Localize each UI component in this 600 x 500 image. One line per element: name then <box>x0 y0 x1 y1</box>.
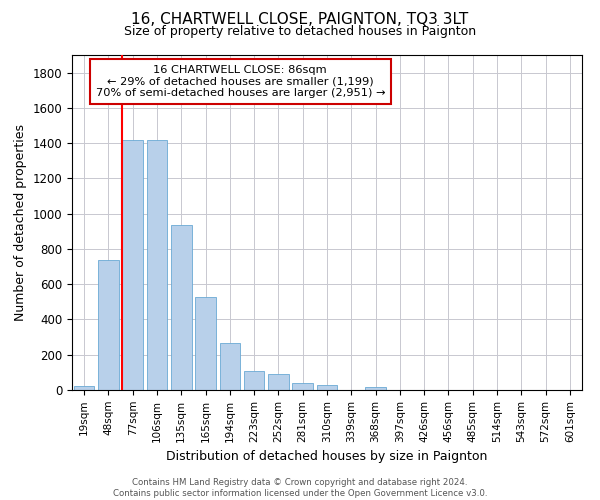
Y-axis label: Number of detached properties: Number of detached properties <box>14 124 27 321</box>
Bar <box>220 344 240 390</box>
Bar <box>98 260 119 390</box>
Bar <box>74 386 94 390</box>
Bar <box>122 140 143 390</box>
Text: 16, CHARTWELL CLOSE, PAIGNTON, TQ3 3LT: 16, CHARTWELL CLOSE, PAIGNTON, TQ3 3LT <box>131 12 469 28</box>
Text: Contains HM Land Registry data © Crown copyright and database right 2024.
Contai: Contains HM Land Registry data © Crown c… <box>113 478 487 498</box>
Bar <box>317 385 337 390</box>
Bar <box>146 140 167 390</box>
Bar <box>365 388 386 390</box>
Bar <box>268 374 289 390</box>
Text: Size of property relative to detached houses in Paignton: Size of property relative to detached ho… <box>124 25 476 38</box>
Text: 16 CHARTWELL CLOSE: 86sqm
← 29% of detached houses are smaller (1,199)
70% of se: 16 CHARTWELL CLOSE: 86sqm ← 29% of detac… <box>95 65 385 98</box>
Bar <box>244 372 265 390</box>
Bar <box>292 384 313 390</box>
X-axis label: Distribution of detached houses by size in Paignton: Distribution of detached houses by size … <box>166 450 488 463</box>
Bar <box>195 296 216 390</box>
Bar <box>171 225 191 390</box>
